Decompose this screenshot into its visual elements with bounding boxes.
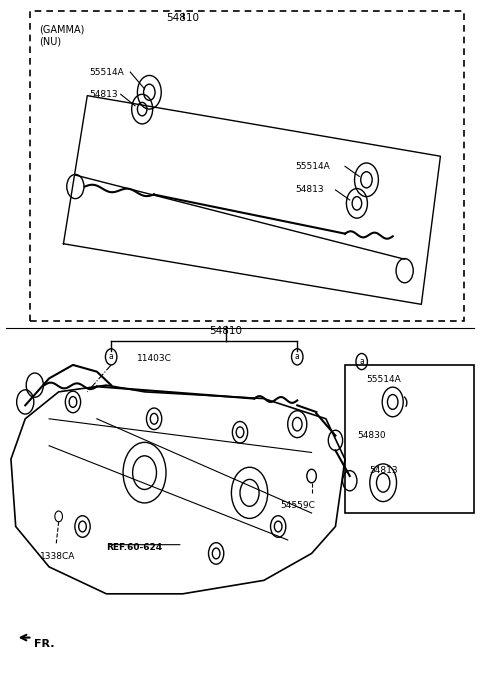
Text: 54559C: 54559C [280, 501, 315, 510]
Text: a: a [295, 352, 300, 362]
Text: 54830: 54830 [357, 431, 385, 440]
Text: 1338CA: 1338CA [39, 552, 75, 561]
Text: FR.: FR. [34, 639, 54, 650]
Text: 54813: 54813 [369, 466, 397, 475]
Bar [345, 365, 474, 513]
Text: 55514A: 55514A [90, 68, 124, 76]
Text: 55514A: 55514A [366, 375, 400, 384]
Text: 54810: 54810 [166, 13, 199, 23]
Text: REF.60-624: REF.60-624 [107, 544, 163, 552]
Text: 54810: 54810 [209, 326, 242, 336]
Text: a: a [109, 352, 114, 362]
Text: 55514A: 55514A [295, 162, 330, 171]
Bar [30, 11, 464, 321]
Text: a: a [360, 357, 364, 366]
Text: 54813: 54813 [90, 90, 118, 99]
Text: (NU): (NU) [39, 37, 62, 47]
Text: 11403C: 11403C [137, 354, 172, 363]
Text: 54813: 54813 [295, 185, 324, 195]
Text: (GAMMA): (GAMMA) [39, 25, 85, 35]
